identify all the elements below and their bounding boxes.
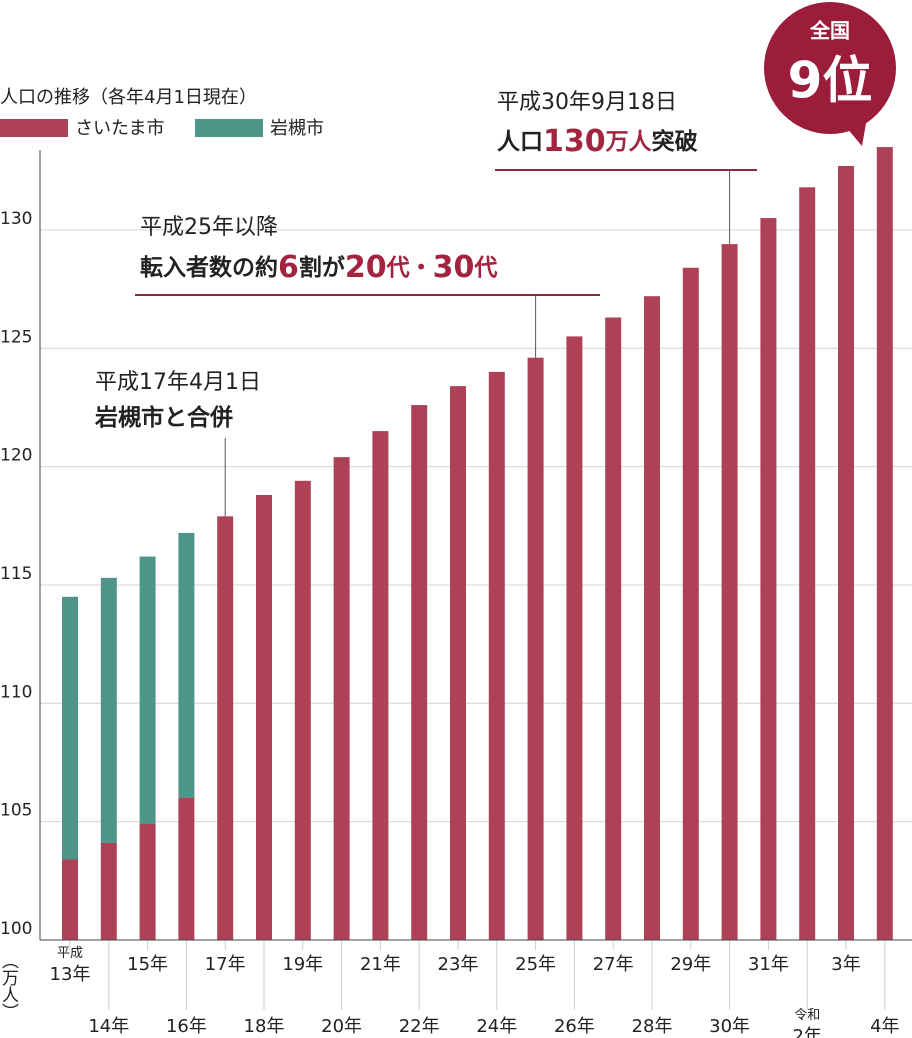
bar	[644, 296, 660, 940]
bar	[62, 596, 78, 860]
x-tick-label: 19年	[282, 954, 323, 975]
bar	[605, 317, 622, 940]
bar	[333, 457, 350, 940]
x-tick-label: 25年	[515, 954, 556, 975]
x-tick-label: 17年	[205, 954, 246, 975]
bar	[450, 386, 466, 940]
x-tick-label: 26年	[554, 1016, 595, 1037]
y-axis-label: （万人）	[0, 952, 19, 1020]
bar	[760, 218, 777, 940]
annotation-segment: 6	[278, 250, 299, 285]
annotation-title: 平成25年以降	[140, 215, 278, 240]
x-tick-label: 3年	[831, 954, 860, 975]
annotation-text: 人口130万人突破	[497, 124, 698, 159]
annotation-segment: 人口	[497, 129, 543, 155]
x-tick-label: 23年	[438, 954, 479, 975]
annotation-segment: 代・	[386, 255, 433, 281]
badge-main: 9位	[788, 52, 873, 110]
bar	[139, 824, 156, 940]
bar	[838, 165, 854, 941]
annotation-segment: 代	[473, 255, 497, 281]
legend-title: 人口の推移（各年4月1日現在）	[0, 87, 257, 108]
annotation-segment: 岩槻市と合併	[94, 404, 233, 431]
bar	[178, 797, 195, 940]
bar	[256, 495, 272, 940]
bar	[682, 267, 699, 941]
annotation-segment: 20	[345, 250, 387, 285]
x-tick-label: 24年	[476, 1016, 517, 1037]
bar	[799, 187, 816, 940]
legend-label: 岩槻市	[270, 118, 324, 139]
badge-top: 全国	[809, 19, 850, 43]
bar	[100, 842, 117, 940]
x-tick-label: 21年	[360, 954, 401, 975]
bar	[721, 244, 738, 941]
y-tick-label: 100	[0, 919, 32, 939]
y-tick-label: 115	[0, 564, 32, 584]
y-tick-label: 120	[0, 446, 32, 466]
bar	[411, 405, 428, 941]
annotation-text: 転入者数の約6割が20代・30代	[140, 250, 497, 285]
x-tick-label: 15年	[127, 954, 168, 975]
x-tick-label: 4年	[870, 1016, 899, 1037]
annotation-segment: 万人	[606, 129, 653, 155]
x-tick-label: 22年	[399, 1016, 440, 1037]
x-tick-label: 平成 13年	[50, 946, 91, 986]
bar	[62, 859, 78, 940]
x-tick-label: 29年	[670, 954, 711, 975]
badge	[764, 2, 896, 134]
x-tick-label: 20年	[321, 1016, 362, 1037]
bar	[372, 431, 389, 940]
annotation-segment: 突破	[652, 128, 698, 155]
x-tick-label: 18年	[244, 1016, 285, 1037]
annotation-segment: 割が	[299, 254, 345, 281]
bar	[294, 480, 311, 940]
bar	[527, 357, 544, 940]
x-tick-label: 30年	[709, 1016, 750, 1037]
bar	[876, 147, 893, 940]
bar	[139, 556, 156, 825]
bar	[100, 577, 117, 843]
x-tick-label: 14年	[88, 1016, 129, 1037]
legend-swatch	[0, 119, 68, 137]
bar	[217, 516, 234, 940]
annotation-title: 平成17年4月1日	[95, 370, 261, 395]
annotation-segment: 30	[433, 250, 475, 285]
legend-label: さいたま市	[75, 118, 164, 139]
annotation-title: 平成30年9月18日	[497, 90, 677, 115]
y-tick-label: 130	[0, 209, 32, 229]
y-tick-label: 125	[0, 327, 32, 347]
bar	[178, 532, 195, 798]
annotation-text: 岩槻市と合併	[94, 404, 233, 431]
bar	[566, 336, 583, 940]
x-tick-label: 28年	[632, 1016, 673, 1037]
annotation-segment: 130	[543, 124, 606, 159]
legend-swatch	[195, 119, 263, 137]
x-tick-label: 16年	[166, 1016, 207, 1037]
y-tick-label: 110	[0, 682, 32, 702]
x-tick-label: 27年	[593, 954, 634, 975]
annotation-segment: 転入者数の約	[140, 254, 278, 281]
x-tick-label: 31年	[748, 954, 789, 975]
y-tick-label: 105	[0, 801, 32, 821]
bar	[488, 371, 505, 940]
x-tick-label: 令和 2年	[792, 1008, 821, 1038]
